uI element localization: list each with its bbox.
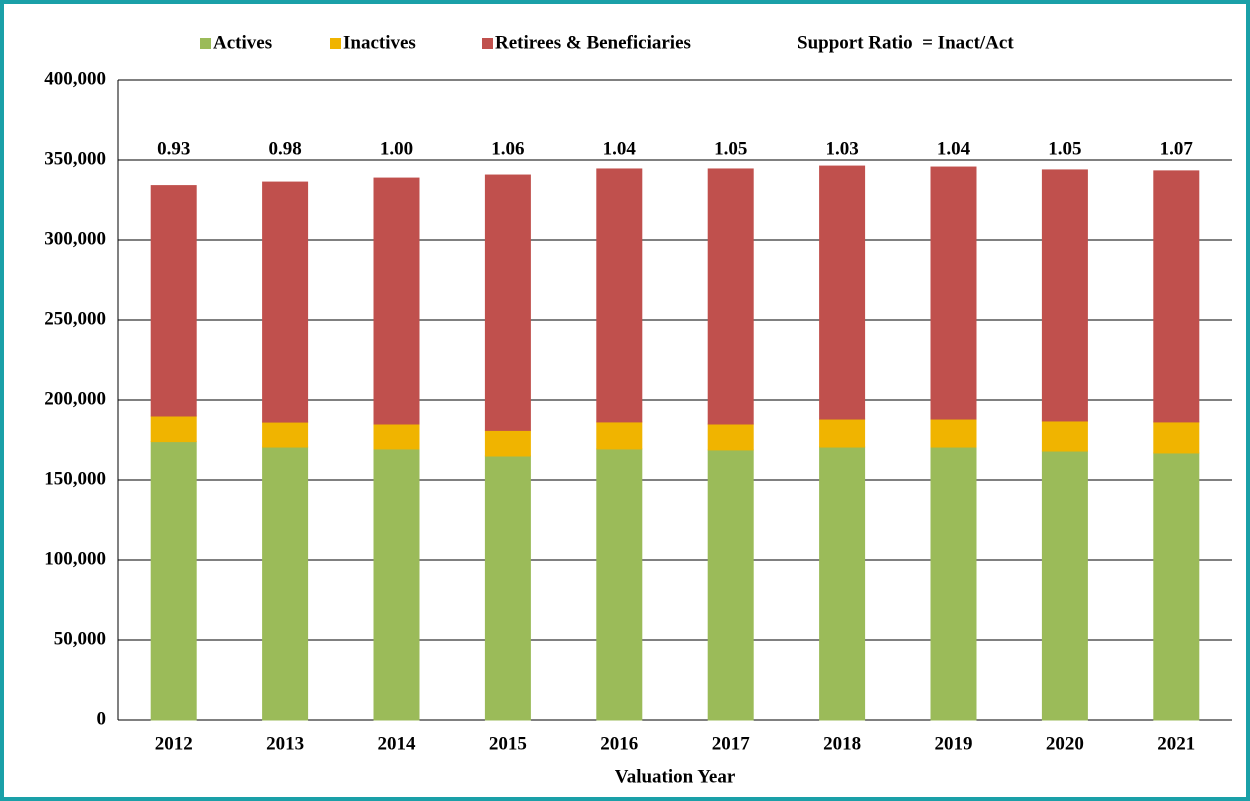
ratio-label: 1.05 — [714, 138, 747, 159]
bar-segment — [596, 421, 643, 450]
bar-segment — [707, 449, 754, 721]
x-tick-label: 2019 — [935, 733, 973, 754]
x-tick-label: 2020 — [1046, 733, 1084, 754]
bar-segment — [373, 423, 420, 450]
bar-segment — [819, 418, 866, 448]
bar-segment — [819, 165, 866, 420]
x-tick-label: 2017 — [712, 733, 751, 754]
x-tick-label: 2021 — [1157, 733, 1195, 754]
bar-segment — [373, 177, 420, 425]
legend-label: Support Ratio = Inact/Act — [797, 32, 1014, 53]
bar-segment — [707, 423, 754, 451]
legend-marker — [482, 38, 493, 49]
bar-segment — [1153, 170, 1200, 423]
bar-segment — [484, 429, 531, 457]
bar-segment — [373, 448, 420, 721]
x-tick-label: 2013 — [266, 733, 304, 754]
legend-marker — [200, 38, 211, 49]
bar-segment — [930, 166, 977, 420]
legend-label: Inactives — [343, 32, 416, 53]
bar-segment — [484, 455, 531, 721]
x-axis-title: Valuation Year — [615, 766, 736, 787]
y-tick-label: 100,000 — [44, 548, 106, 569]
x-tick-label: 2012 — [155, 733, 193, 754]
y-tick-label: 300,000 — [44, 228, 106, 249]
bar-segment — [484, 174, 531, 431]
bar-segment — [1041, 420, 1088, 452]
bar-segment — [262, 181, 309, 423]
y-tick-label: 200,000 — [44, 388, 106, 409]
bar-segment — [150, 441, 197, 721]
ratio-label: 0.93 — [157, 138, 190, 159]
bar-segment — [930, 418, 977, 448]
bar-segment — [1153, 452, 1200, 721]
bar-segment — [819, 446, 866, 721]
y-tick-label: 50,000 — [54, 628, 106, 649]
legend-marker — [330, 38, 341, 49]
legend-label: Actives — [213, 32, 272, 53]
bar-segment — [262, 421, 309, 448]
bar-segment — [1041, 169, 1088, 422]
legend-label: Retirees & Beneficiaries — [495, 32, 691, 53]
ratio-label: 1.03 — [825, 138, 858, 159]
bar-segment — [150, 415, 197, 443]
y-tick-label: 250,000 — [44, 308, 106, 329]
bar-segment — [1153, 421, 1200, 454]
y-tick-label: 150,000 — [44, 468, 106, 489]
y-tick-label: 350,000 — [44, 148, 106, 169]
x-tick-label: 2015 — [489, 733, 527, 754]
ratio-label: 1.07 — [1160, 138, 1194, 159]
bar-segment — [930, 446, 977, 721]
bar-segment — [596, 448, 643, 721]
ratio-label: 1.04 — [603, 138, 637, 159]
x-tick-label: 2018 — [823, 733, 861, 754]
bar-segment — [150, 185, 197, 417]
ratio-label: 0.98 — [268, 138, 301, 159]
y-tick-label: 400,000 — [44, 68, 106, 89]
x-tick-label: 2014 — [378, 733, 417, 754]
y-tick-label: 0 — [97, 708, 107, 729]
bar-segment — [262, 446, 309, 721]
x-tick-label: 2016 — [600, 733, 638, 754]
bar-segment — [707, 168, 754, 425]
bar-segment — [1041, 450, 1088, 721]
ratio-label: 1.05 — [1048, 138, 1081, 159]
ratio-label: 1.00 — [380, 138, 413, 159]
ratio-label: 1.06 — [491, 138, 524, 159]
bar-segment — [596, 168, 643, 423]
ratio-label: 1.04 — [937, 138, 971, 159]
